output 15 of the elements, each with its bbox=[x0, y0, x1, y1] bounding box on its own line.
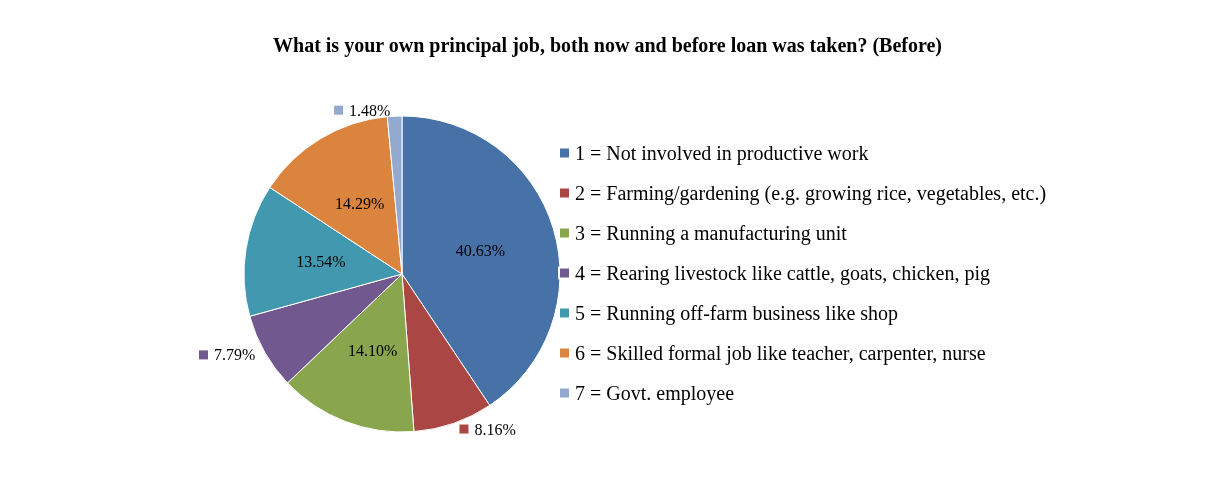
legend-label: 6 = Skilled formal job like teacher, carpenter, nurse bbox=[575, 342, 986, 365]
legend-label: 2 = Farming/gardening (e.g. growing rice, vegetables, etc.) bbox=[575, 182, 1047, 205]
data-label: 1.48% bbox=[349, 101, 391, 119]
data-label: 7.79% bbox=[214, 346, 256, 364]
legend-label: 1 = Not involved in productive work bbox=[575, 142, 869, 165]
data-label: 8.16% bbox=[474, 420, 516, 438]
legend-label: 7 = Govt. employee bbox=[575, 382, 735, 405]
legend-label: 5 = Running off-farm business like shop bbox=[575, 302, 899, 325]
data-label: 14.29% bbox=[335, 195, 385, 213]
legend-label: 4 = Rearing livestock like cattle, goats, chicken, pig bbox=[575, 262, 991, 285]
data-label: 13.54% bbox=[296, 252, 346, 270]
data-label: 40.63% bbox=[455, 241, 506, 259]
legend-label: 3 = Running a manufacturing unit bbox=[575, 222, 848, 245]
chart-title: What is your own principal job, both now and before loan was taken? (Before) bbox=[273, 34, 942, 57]
data-label: 14.10% bbox=[347, 342, 398, 360]
